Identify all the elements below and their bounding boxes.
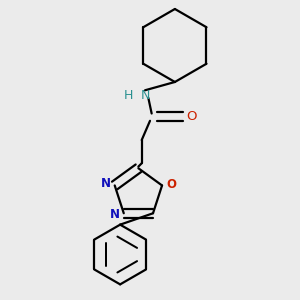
Text: N: N [100, 177, 110, 190]
Text: N: N [110, 208, 119, 221]
Text: O: O [166, 178, 176, 190]
Text: O: O [186, 110, 197, 123]
Text: N: N [140, 89, 150, 102]
Text: H: H [124, 89, 134, 102]
